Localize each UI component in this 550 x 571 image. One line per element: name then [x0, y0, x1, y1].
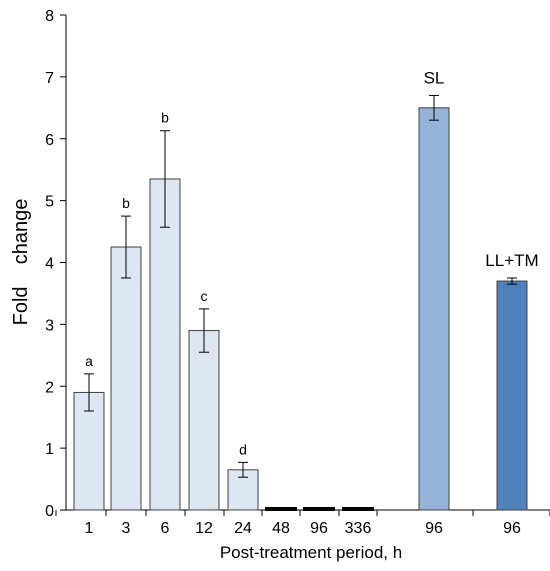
y-tick-label: 8	[45, 8, 54, 25]
bar	[227, 469, 259, 511]
x-axis: 1 3 6 12 24 48 96 336 96 96	[55, 509, 550, 537]
x-tick-label: 24	[234, 520, 252, 537]
x-tick-label: 96	[425, 520, 443, 537]
x-tick-label: 48	[272, 520, 290, 537]
x-tick-label: 3	[122, 520, 131, 537]
y-tick-label: 1	[45, 441, 54, 458]
y-tick-label: 0	[45, 503, 54, 520]
y-axis: 0 1 2 3 4 5 6 7 8	[45, 8, 67, 520]
y-tick-label: 7	[45, 70, 54, 87]
group-label: LL+TM	[485, 251, 538, 270]
x-tick-label: 12	[195, 520, 213, 537]
bar	[188, 330, 220, 511]
annotations: a b b c d SL LL+TM	[85, 68, 539, 457]
y-tick-label: 5	[45, 194, 54, 211]
significance-letter: a	[85, 353, 93, 369]
x-tick-label: 1	[85, 520, 94, 537]
bar	[265, 507, 297, 511]
y-tick-label: 2	[45, 379, 54, 396]
x-tick-label: 336	[345, 520, 372, 537]
significance-letter: b	[122, 195, 130, 211]
y-tick-label: 4	[45, 256, 54, 273]
significance-letter: d	[239, 441, 247, 457]
bar	[342, 507, 374, 511]
significance-letter: c	[201, 288, 208, 304]
y-tick-label: 3	[45, 317, 54, 334]
x-tick-label: 96	[503, 520, 521, 537]
x-tick-label: 96	[310, 520, 328, 537]
bar	[149, 178, 181, 511]
bar	[110, 246, 142, 511]
y-axis-label: Fold change	[10, 199, 32, 326]
bar	[303, 507, 335, 511]
bars	[73, 94, 528, 511]
x-axis-label: Post-treatment period, h	[220, 543, 402, 562]
bar	[496, 280, 528, 511]
group-label: SL	[424, 68, 445, 87]
y-tick-label: 6	[45, 132, 54, 149]
bar	[418, 107, 450, 511]
x-tick-label: 6	[161, 520, 170, 537]
significance-letter: b	[161, 110, 169, 126]
